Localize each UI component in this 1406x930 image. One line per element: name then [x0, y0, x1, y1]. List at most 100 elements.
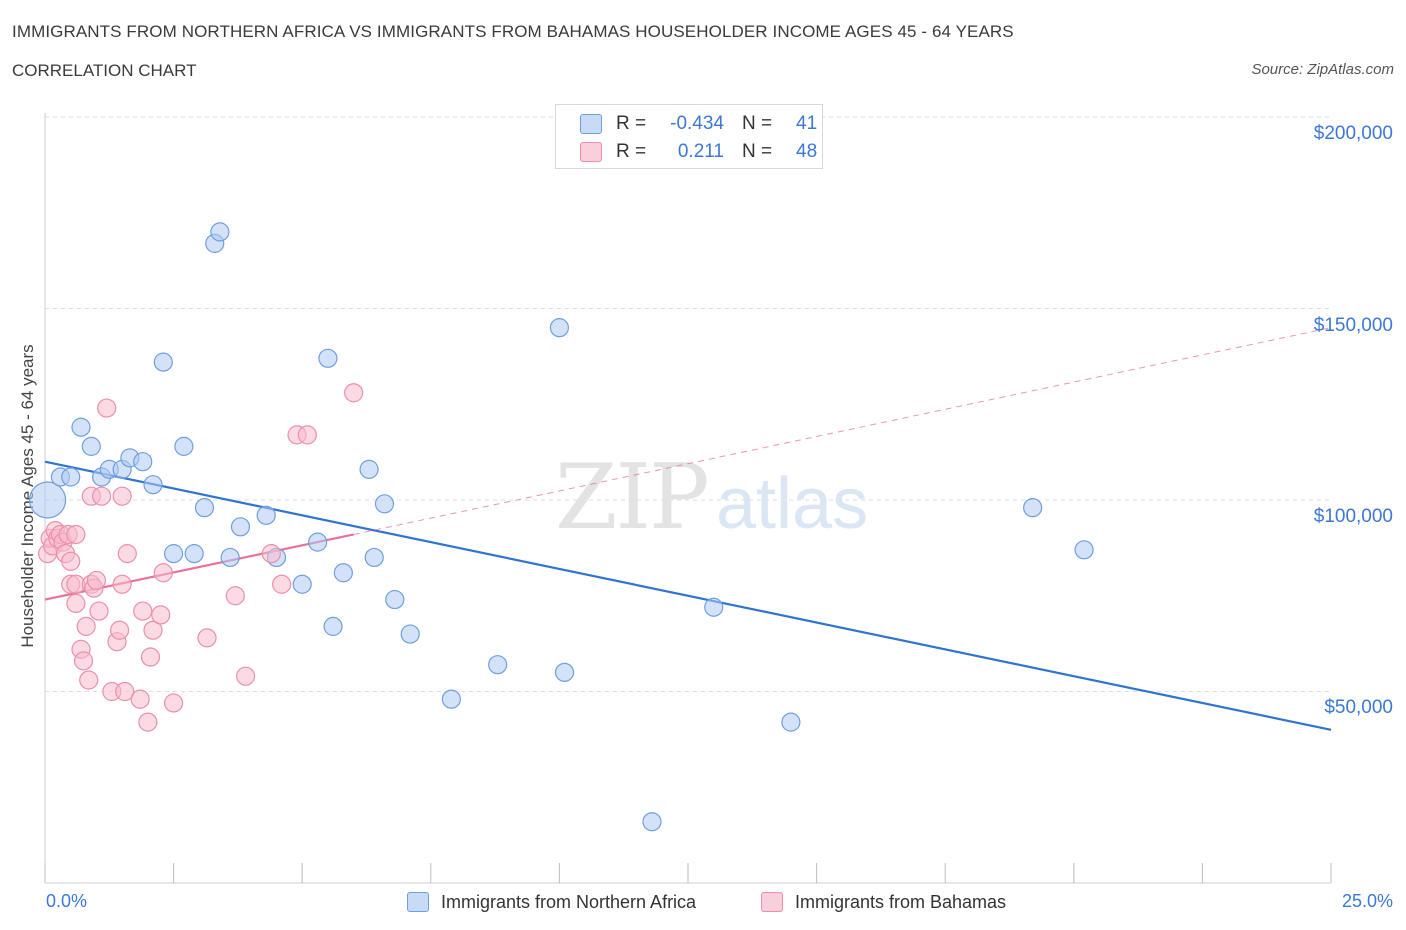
bottom-legend-label: Immigrants from Bahamas [795, 891, 1007, 912]
y-tick-label-200k: $200,000 [1313, 123, 1393, 144]
axes [44, 113, 1332, 884]
point-northern-africa [210, 222, 230, 242]
point-northern-africa [781, 712, 801, 732]
trendline-northern-africa [44, 460, 1332, 731]
x-tick-label-min: 0.0% [46, 891, 88, 911]
point-bahamas [89, 601, 109, 621]
y-tick-label-150k: $150,000 [1313, 315, 1393, 336]
point-northern-africa [230, 517, 251, 537]
point-northern-africa [308, 532, 328, 552]
point-northern-africa [220, 547, 240, 568]
point-northern-africa [359, 459, 379, 479]
point-bahamas [261, 544, 281, 564]
bottom-legend-swatch-blue [407, 892, 429, 912]
chart-title: IMMIGRANTS FROM NORTHERN AFRICA VS IMMIG… [12, 22, 1014, 41]
point-northern-africa [133, 452, 153, 472]
point-northern-africa [323, 616, 343, 636]
legend-r-value: -0.434 [670, 113, 724, 134]
point-northern-africa [385, 589, 405, 610]
data-points [28, 222, 1094, 832]
point-bahamas [225, 586, 245, 606]
point-northern-africa [554, 662, 575, 682]
point-northern-africa [194, 498, 215, 518]
point-bahamas [153, 563, 173, 583]
legend-row-northern-africa: R = -0.434 N = 41 [580, 112, 817, 136]
point-bahamas [66, 593, 86, 614]
point-northern-africa [153, 352, 173, 372]
point-northern-africa [174, 436, 194, 456]
legend-r-value: 0.211 [677, 141, 724, 162]
point-bahamas [151, 605, 171, 625]
point-bahamas [143, 620, 163, 640]
point-northern-africa [256, 505, 276, 525]
point-northern-africa [333, 563, 353, 583]
x-tick-label-max: 25.0% [1341, 891, 1393, 911]
point-bahamas [133, 601, 153, 621]
bottom-legend-swatch-pink [761, 892, 783, 912]
point-northern-africa [704, 597, 724, 617]
point-bahamas [197, 628, 217, 648]
point-bahamas [272, 574, 292, 594]
point-northern-africa [318, 348, 338, 368]
point-bahamas [130, 689, 150, 709]
point-bahamas [79, 670, 99, 690]
bottom-legend-bahamas: Immigrants from Bahamas [761, 890, 1006, 914]
point-northern-africa [143, 475, 163, 495]
watermark-zip: ZIP [555, 445, 708, 550]
legend-swatch-blue [580, 114, 602, 134]
correlation-legend: R = -0.434 N = 41 R = 0.211 N = 48 [555, 104, 823, 169]
legend-row-bahamas: R = 0.211 N = 48 [580, 140, 817, 164]
legend-r-label: R = [616, 141, 647, 162]
point-northern-africa [81, 436, 101, 456]
point-bahamas [86, 570, 107, 591]
legend-n-value: 41 [796, 113, 818, 134]
point-northern-africa [642, 812, 662, 832]
point-bahamas [61, 551, 81, 571]
point-bahamas [73, 651, 94, 671]
bottom-legend-label: Immigrants from Northern Africa [441, 891, 697, 912]
point-bahamas [91, 486, 112, 506]
point-bahamas [112, 486, 132, 506]
point-bahamas [344, 383, 364, 403]
watermark-atlas: atlas [716, 464, 868, 544]
point-bahamas [97, 398, 117, 418]
legend-n-value: 48 [796, 141, 818, 162]
y-tick-label-100k: $100,000 [1313, 506, 1393, 527]
point-bahamas [138, 712, 158, 732]
point-bahamas [109, 620, 130, 640]
point-northern-africa [1074, 540, 1094, 560]
bottom-legend-northern-africa: Immigrants from Northern Africa [407, 890, 696, 914]
point-bahamas [297, 425, 317, 445]
legend-n-label: N = [742, 141, 773, 162]
point-northern-africa [374, 494, 395, 514]
y-tick-label-50k: $50,000 [1324, 697, 1393, 718]
chart-subtitle: CORRELATION CHART [12, 61, 197, 80]
point-bahamas [140, 647, 161, 667]
point-northern-africa [400, 624, 420, 644]
point-bahamas [112, 574, 132, 594]
point-bahamas [236, 666, 256, 686]
point-northern-africa [364, 547, 384, 568]
legend-r-label: R = [616, 113, 647, 134]
point-bahamas [66, 524, 86, 545]
point-bahamas [115, 681, 135, 702]
point-bahamas [164, 693, 184, 713]
point-northern-africa [292, 574, 312, 594]
source-note: Source: ZipAtlas.com [1251, 61, 1394, 78]
point-northern-africa [441, 689, 461, 709]
point-bahamas [117, 544, 137, 564]
legend-n-label: N = [742, 113, 773, 134]
point-northern-africa [549, 318, 570, 338]
point-northern-africa [1023, 498, 1043, 518]
point-bahamas [76, 616, 96, 636]
point-northern-africa [488, 655, 508, 675]
watermark: ZIP atlas [555, 445, 868, 550]
legend-swatch-pink [580, 142, 602, 162]
point-northern-africa [184, 544, 204, 564]
point-northern-africa [61, 467, 81, 487]
point-northern-africa [71, 417, 91, 437]
point-northern-africa [28, 481, 67, 519]
point-northern-africa [164, 544, 184, 564]
trendline-bahamas-extension [353, 327, 1332, 535]
